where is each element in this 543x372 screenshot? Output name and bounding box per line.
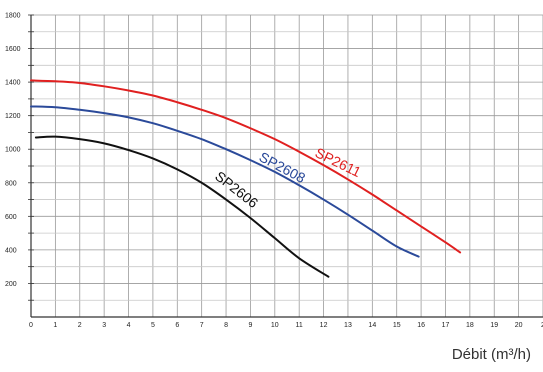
x-tick-label: 2 bbox=[78, 322, 82, 329]
y-tick-label: 1000 bbox=[5, 147, 21, 154]
series-line-sp2608 bbox=[30, 105, 420, 258]
x-tick-label: 13 bbox=[344, 322, 352, 329]
x-tick-label: 14 bbox=[368, 322, 376, 329]
x-tick-label: 9 bbox=[248, 322, 252, 329]
grid bbox=[31, 14, 543, 317]
x-tick-label: 5 bbox=[151, 322, 155, 329]
y-tick-label: 1200 bbox=[5, 113, 21, 120]
x-tick-label: 8 bbox=[224, 322, 228, 329]
axes bbox=[28, 14, 543, 318]
x-tick-labels: 012345678910111213141516171819202 bbox=[29, 322, 543, 329]
x-tick-label: 18 bbox=[466, 322, 474, 329]
x-tick-label: 10 bbox=[271, 322, 279, 329]
x-axis-label: Débit (m³/h) bbox=[451, 346, 531, 363]
x-tick-label: 15 bbox=[393, 322, 401, 329]
y-tick-labels: 200 400 600 800 1000 1200 1400 1600 1800 bbox=[5, 13, 21, 288]
y-tick-label: 1600 bbox=[5, 46, 21, 53]
x-tick-label: 4 bbox=[127, 322, 131, 329]
x-tick-label: 12 bbox=[320, 322, 328, 329]
x-tick-label: 6 bbox=[175, 322, 179, 329]
y-tick-label: 600 bbox=[5, 214, 17, 221]
y-tick-label: 800 bbox=[5, 180, 17, 187]
x-tick-label: 2 bbox=[541, 322, 543, 329]
x-tick-label: 17 bbox=[442, 322, 450, 329]
series-label-sp2606: SP2606 bbox=[212, 168, 261, 211]
x-tick-label: 20 bbox=[515, 322, 523, 329]
y-tick-label: 400 bbox=[5, 247, 17, 254]
x-tick-label: 3 bbox=[102, 322, 106, 329]
y-tick-label: 200 bbox=[5, 281, 17, 288]
y-tick-label: 1400 bbox=[5, 80, 21, 87]
x-tick-label: 1 bbox=[53, 322, 57, 329]
series-line-sp2606 bbox=[34, 135, 330, 278]
y-tick-label: 1800 bbox=[5, 13, 21, 20]
series-line-sp2611 bbox=[30, 79, 462, 254]
x-tick-label: 0 bbox=[29, 322, 33, 329]
x-tick-label: 7 bbox=[200, 322, 204, 329]
series-lines bbox=[30, 79, 462, 278]
x-tick-label: 19 bbox=[490, 322, 498, 329]
x-tick-label: 11 bbox=[296, 322, 303, 329]
series-label-sp2611: SP2611 bbox=[313, 144, 364, 180]
x-tick-label: 16 bbox=[417, 322, 425, 329]
